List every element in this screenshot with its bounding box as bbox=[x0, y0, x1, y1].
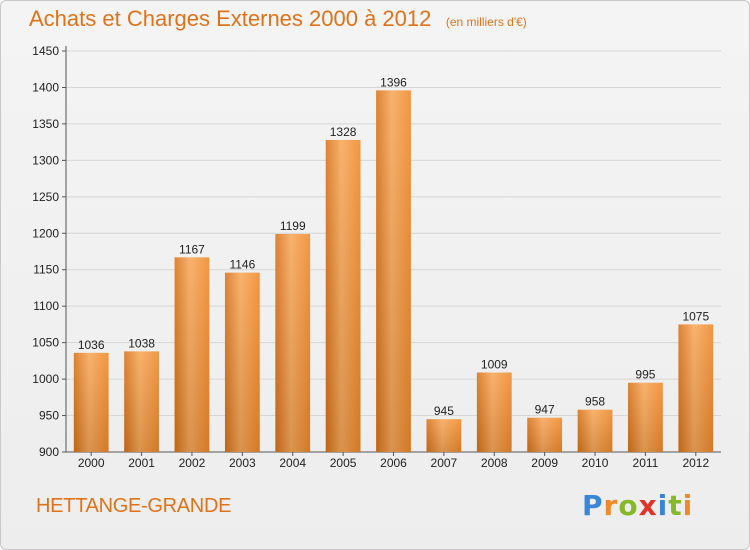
bar-shade bbox=[275, 234, 311, 452]
bar-shade bbox=[577, 409, 613, 452]
x-tick-label: 2006 bbox=[380, 456, 407, 470]
bar-value-label: 1328 bbox=[330, 125, 357, 139]
chart-title: Achats et Charges Externes 2000 à 2012 bbox=[29, 6, 432, 31]
x-tick-label: 2002 bbox=[179, 456, 206, 470]
bar-value-label: 1036 bbox=[78, 338, 105, 352]
bar-shade bbox=[476, 372, 512, 452]
bar-shade bbox=[678, 324, 714, 452]
x-tick-label: 2001 bbox=[128, 456, 155, 470]
bar-shade bbox=[426, 419, 462, 452]
x-tick-label: 2007 bbox=[431, 456, 458, 470]
logo-letter: i bbox=[682, 489, 694, 522]
y-tick-label: 1300 bbox=[32, 153, 59, 167]
chart-subtitle: (en milliers d'€) bbox=[445, 15, 527, 29]
bar-value-label: 958 bbox=[585, 395, 605, 409]
bar-shade bbox=[376, 90, 411, 452]
y-tick-label: 900 bbox=[39, 445, 59, 459]
labels: 900 950 1000 1050 1100 1150 1200 1250 1300 1350 14… bbox=[32, 44, 709, 470]
x-tick-label: 2008 bbox=[481, 456, 508, 470]
y-tick-label: 1250 bbox=[32, 190, 59, 204]
bar-shade bbox=[527, 417, 563, 452]
bar-value-label: 1009 bbox=[481, 358, 508, 372]
y-tick-label: 1100 bbox=[33, 299, 59, 313]
title-row: Achats et Charges Externes 2000 à 2012 (… bbox=[29, 6, 527, 32]
y-tick-label: 1350 bbox=[32, 117, 59, 131]
y-tick-label: 1050 bbox=[32, 336, 59, 350]
x-tick-label: 2005 bbox=[330, 456, 357, 470]
bar-value-label: 1199 bbox=[280, 219, 306, 233]
bar-shade bbox=[224, 272, 260, 452]
x-tick-label: 2000 bbox=[78, 456, 105, 470]
y-tick-label: 1450 bbox=[32, 44, 59, 58]
x-tick-label: 2004 bbox=[279, 456, 306, 470]
location-name: HETTANGE-GRANDE bbox=[36, 495, 232, 517]
x-tick-label: 2010 bbox=[582, 456, 609, 470]
bar-value-label: 1075 bbox=[682, 309, 709, 323]
y-tick-label: 1150 bbox=[33, 263, 59, 277]
logo-letter: i bbox=[657, 489, 669, 522]
bar-shade bbox=[325, 139, 361, 452]
bar-value-label: 995 bbox=[635, 368, 655, 382]
bar-value-label: 945 bbox=[434, 404, 454, 418]
bar-value-label: 1146 bbox=[229, 258, 255, 272]
logo-letter: r bbox=[603, 489, 619, 522]
y-tick-label: 1000 bbox=[32, 372, 59, 386]
bar-shade bbox=[628, 382, 663, 452]
logo-letter: P bbox=[582, 489, 604, 522]
bar-shade bbox=[73, 352, 109, 452]
bar-shade bbox=[174, 257, 210, 452]
y-tick-label: 1200 bbox=[32, 226, 59, 240]
y-tick-label: 950 bbox=[39, 409, 59, 423]
bar-value-label: 1396 bbox=[380, 75, 407, 89]
bar-shade bbox=[124, 351, 159, 452]
bars bbox=[73, 90, 714, 452]
x-tick-label: 2003 bbox=[229, 456, 256, 470]
bar-value-label: 1038 bbox=[128, 336, 155, 350]
logo-letter: o bbox=[618, 489, 639, 522]
x-tick-label: 2009 bbox=[531, 456, 558, 470]
proxiti-logo: Proxiti bbox=[582, 489, 693, 522]
y-tick-label: 1400 bbox=[32, 80, 59, 94]
bar-value-label: 947 bbox=[535, 403, 555, 417]
x-tick-label: 2012 bbox=[682, 456, 709, 470]
bar-value-label: 1167 bbox=[179, 242, 205, 256]
x-tick-label: 2011 bbox=[633, 456, 659, 470]
logo-letter: x bbox=[638, 489, 658, 522]
logo-letter: t bbox=[668, 489, 683, 522]
